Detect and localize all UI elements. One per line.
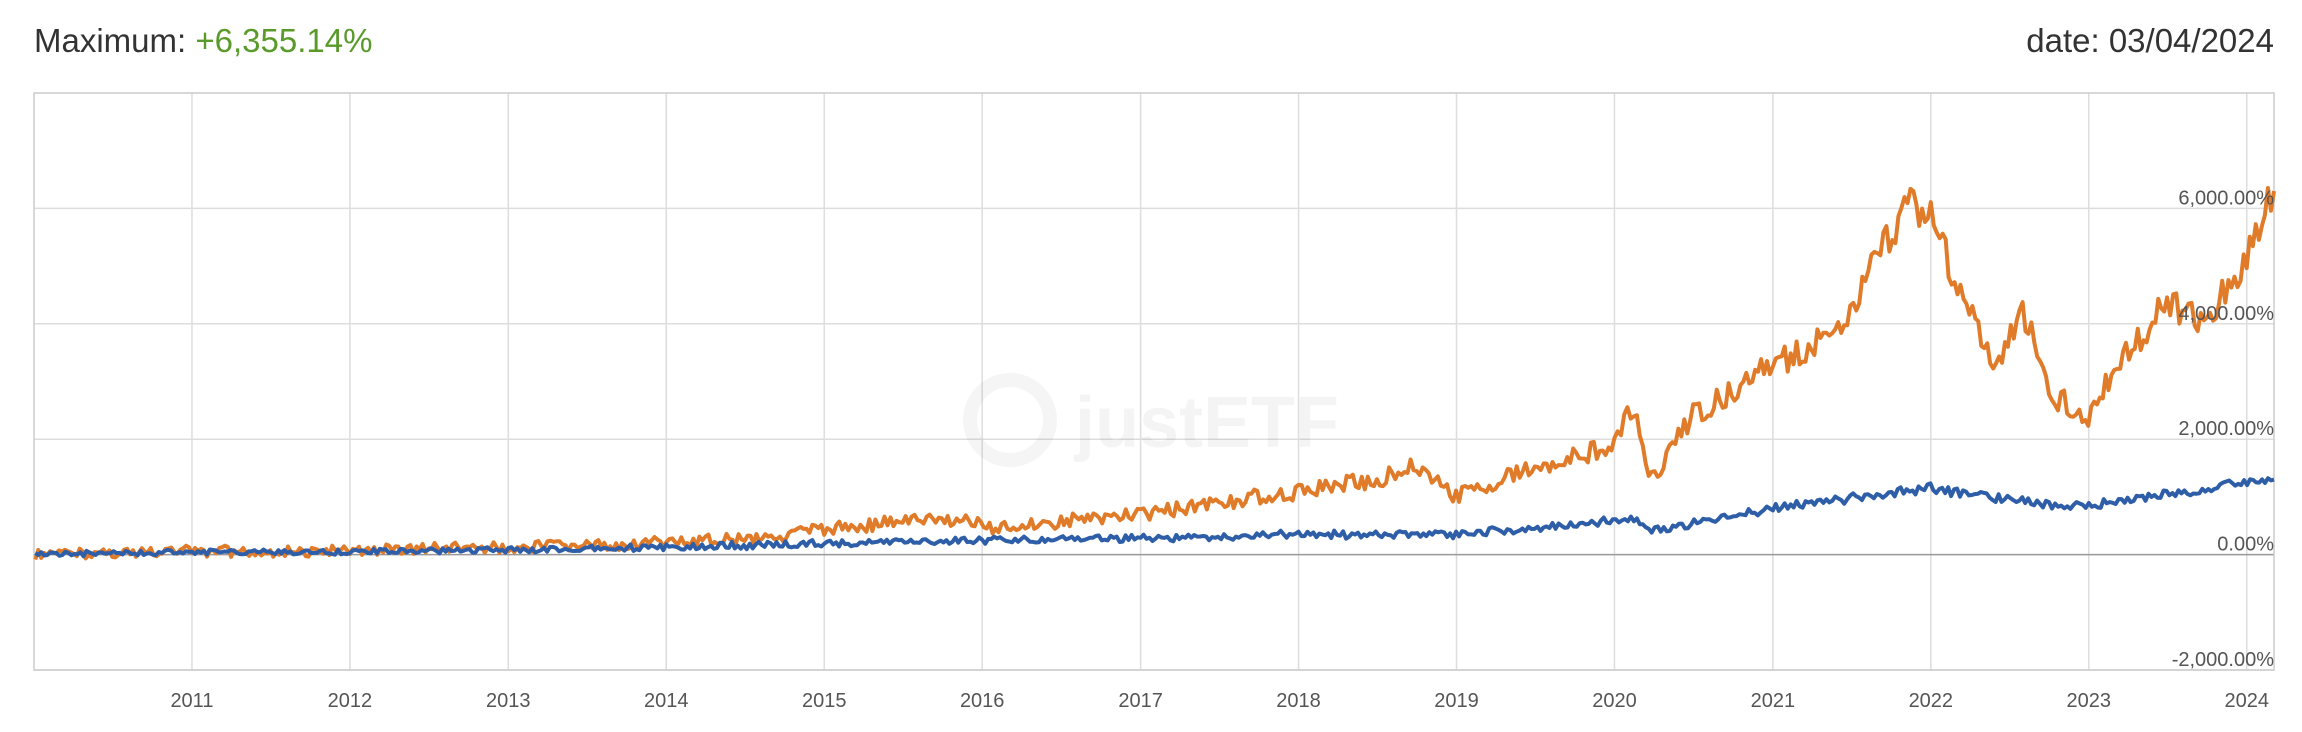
x-tick-label: 2015 (802, 690, 847, 712)
maximum-readout: Maximum: +6,355.14% (34, 22, 372, 60)
date-value: 03/04/2024 (2108, 22, 2274, 59)
x-tick-label: 2022 (1909, 690, 1954, 712)
date-label: date: (2026, 22, 2109, 59)
x-tick-label: 2011 (170, 690, 213, 712)
x-tick-label: 2021 (1751, 690, 1796, 712)
y-tick-label: 6,000.00% (2178, 187, 2274, 209)
x-tick-label: 2019 (1434, 690, 1479, 712)
plot-frame (33, 92, 2275, 671)
x-tick-label: 2013 (486, 690, 531, 712)
series-b-line (34, 476, 2275, 559)
x-tick-label: 2024 (2224, 690, 2269, 712)
x-tick-label: 2016 (960, 690, 1005, 712)
x-axis-labels: 2011 2012 2013 2014 2015 2016 2017 2018 2019 2020… (170, 690, 2269, 712)
series-a-line (33, 186, 2276, 561)
y-tick-label: 0.00% (2217, 534, 2274, 556)
x-tick-label: 2020 (1592, 690, 1637, 712)
maximum-value: +6,355.14% (195, 22, 373, 59)
x-tick-label: 2012 (328, 690, 373, 712)
y-tick-label: -2,000.00% (2172, 649, 2275, 671)
x-tick-label: 2018 (1276, 690, 1321, 712)
watermark-text: justETF (1073, 383, 1339, 463)
x-tick-label: 2014 (644, 690, 689, 712)
y-axis-labels: -2,000.00% 0.00% 2,000.00% 4,000.00% 6,000.0… (2172, 187, 2275, 671)
vertical-gridlines (191, 93, 2248, 670)
x-tick-label: 2023 (2067, 690, 2112, 712)
watermark: justETF (963, 373, 1339, 467)
date-readout: date: 03/04/2024 (2026, 22, 2274, 60)
x-tick-label: 2017 (1118, 690, 1163, 712)
maximum-label: Maximum: (34, 22, 196, 59)
series-group (33, 186, 2276, 561)
y-tick-label: 2,000.00% (2178, 418, 2274, 440)
chart-header: Maximum: +6,355.14% date: 03/04/2024 (34, 18, 2274, 68)
y-tick-label: 4,000.00% (2178, 303, 2274, 325)
